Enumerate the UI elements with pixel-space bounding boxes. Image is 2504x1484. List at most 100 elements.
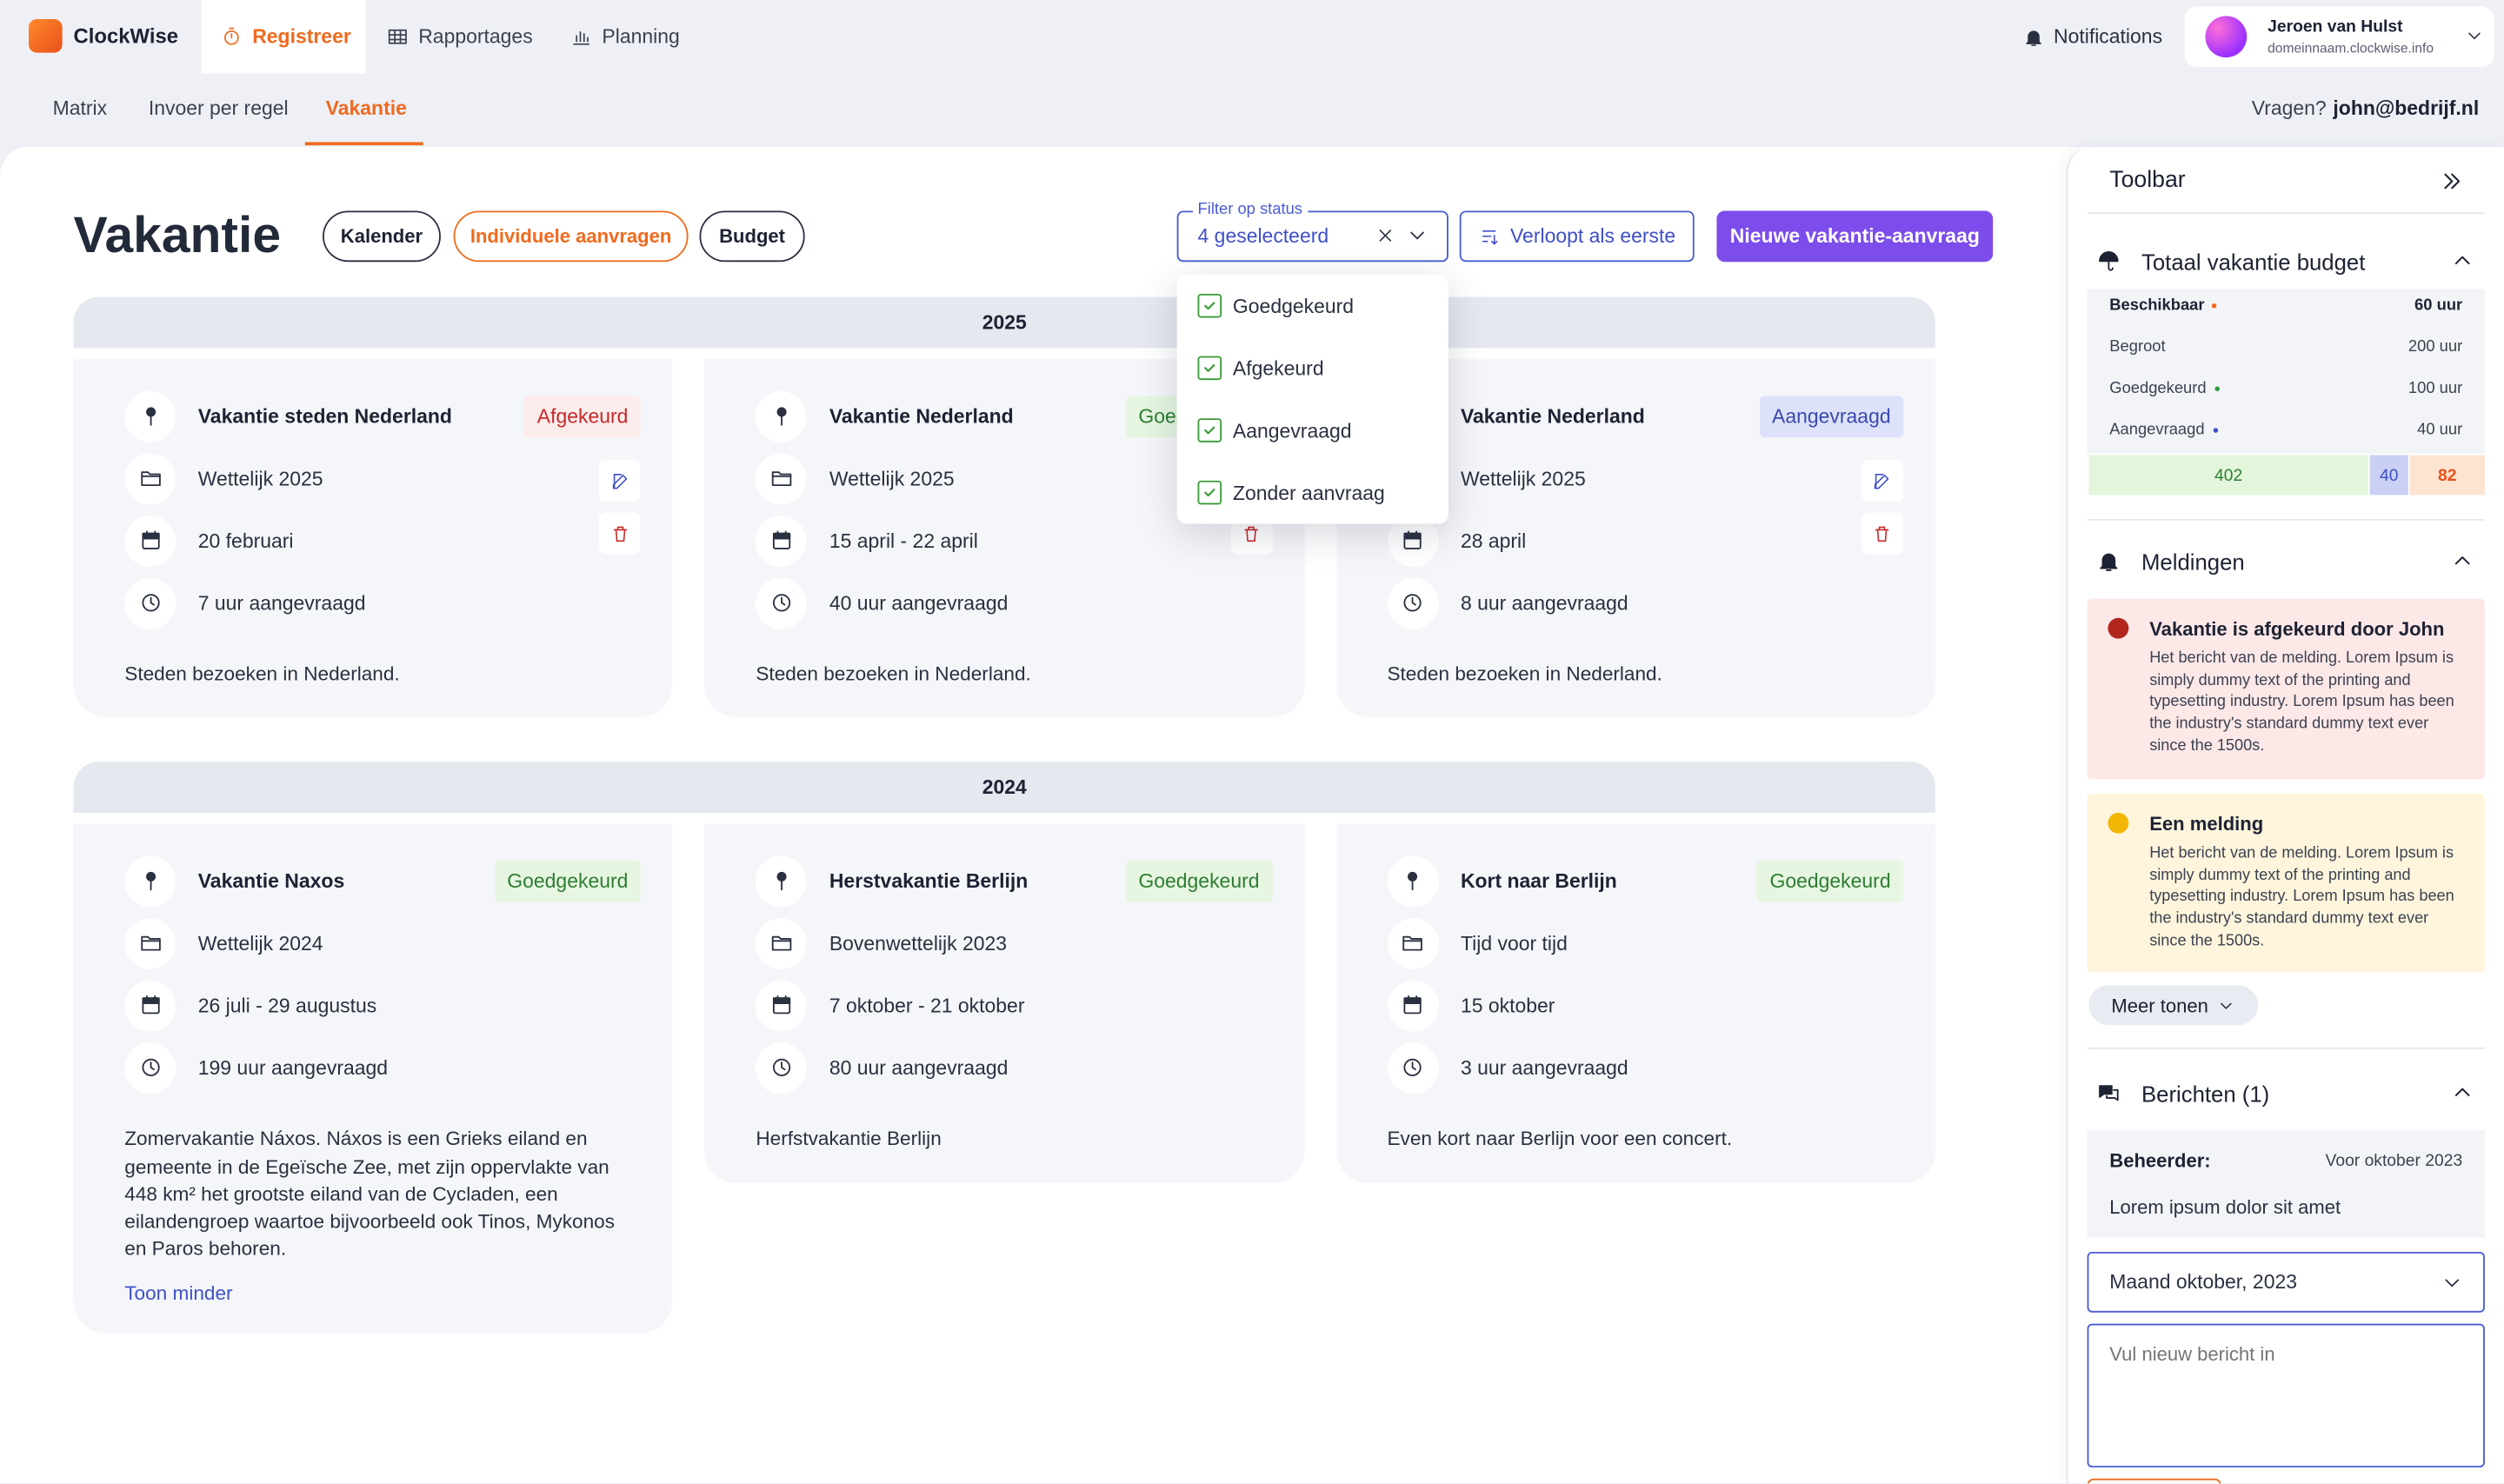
card-row-date: 7 oktober - 21 oktober	[756, 975, 1253, 1037]
icon-part	[141, 532, 159, 540]
icon-part	[1875, 473, 1885, 488]
sub-tab[interactable]: Matrix	[52, 97, 108, 120]
view-toggle[interactable]: Budget	[699, 210, 805, 263]
icon-part	[776, 872, 787, 891]
icon-part	[1403, 594, 1422, 612]
card-category: Wettelijk 2024	[197, 932, 323, 955]
section-toggle[interactable]	[2449, 248, 2474, 273]
icon-part	[780, 596, 786, 606]
icon-part	[2099, 1085, 2119, 1101]
edit-button[interactable]	[599, 459, 642, 502]
user-menu[interactable]: Jeroen van Hulst domeinnaam.clockwise.inf…	[2184, 6, 2494, 68]
user-chevron	[2464, 25, 2485, 46]
request-card: Kort naar Berlijn Tijd voor tijd 15 oktobe…	[1335, 824, 1936, 1183]
view-toggle[interactable]: Individuele aanvragen	[453, 210, 689, 263]
section-icon	[2097, 250, 2121, 274]
icon-part	[1403, 594, 1422, 612]
budget-dot	[2214, 386, 2220, 391]
filter-option[interactable]: Aangevraagd	[1177, 399, 1448, 462]
budget-label: Beschikbaar	[2109, 296, 2205, 315]
filter-value: 4 geselecteerd	[1197, 224, 1329, 248]
icon-part	[772, 594, 790, 612]
icon-part	[2468, 32, 2481, 40]
icon-part	[2444, 173, 2461, 190]
card-description: Steden bezoeken in Nederland.	[756, 662, 1031, 685]
message-input[interactable]	[2087, 1323, 2485, 1467]
nav-item[interactable]: Registreer	[220, 23, 351, 51]
request-card: Herstvakantie Berlijn Bovenwettelijk 2023…	[704, 824, 1304, 1183]
row-icon	[1387, 855, 1439, 907]
filter-clear[interactable]	[1375, 225, 1395, 246]
status-filter[interactable]: Filter op status 4 geselecteerd	[1176, 201, 1448, 263]
icon-part	[1875, 525, 1890, 542]
icon-part	[1403, 995, 1422, 1015]
sub-tab-underline	[304, 142, 423, 146]
new-request-button[interactable]: Nieuwe vakantie-aanvraag	[1716, 210, 1994, 263]
budget-bar-segment: 82	[2409, 455, 2485, 496]
icon-part	[776, 872, 787, 882]
year-header: 2024	[73, 762, 1936, 814]
icon-part	[780, 1061, 786, 1071]
toolbar-collapse[interactable]	[2439, 168, 2466, 195]
icon-part	[1403, 1059, 1422, 1077]
row-icon	[124, 576, 176, 629]
filter-option[interactable]: Goedgekeurd	[1177, 275, 1448, 337]
icon-part	[145, 872, 156, 891]
request-card: Vakantie Naxos Wettelijk 2024 26 juli - 29…	[73, 824, 673, 1334]
icon-part	[141, 530, 159, 549]
nav-item[interactable]: Rapportages	[386, 23, 533, 51]
request-card: Vakantie steden Nederland Wettelijk 2025 2…	[73, 359, 673, 718]
nav-label: Registreer	[252, 25, 351, 49]
icon-part	[771, 471, 791, 487]
card-category: Wettelijk 2025	[829, 467, 955, 489]
sub-tab[interactable]: Vakantie	[325, 97, 407, 120]
message-bg	[2087, 1130, 2485, 1238]
icon-part	[612, 473, 628, 489]
icon-part	[772, 530, 790, 549]
email[interactable]: john@bedrijf.nl	[2333, 97, 2480, 120]
page-title: Vakantie	[73, 205, 282, 264]
toggle-link[interactable]: Toon minder	[124, 1281, 233, 1305]
card-category: Wettelijk 2025	[197, 467, 323, 489]
logo-mark	[29, 19, 63, 53]
nav-item[interactable]: Planning	[570, 23, 680, 51]
card-row-title: Vakantie steden Nederland	[124, 385, 622, 448]
icon-part	[145, 872, 156, 882]
card-title: Vakantie Naxos	[197, 869, 345, 893]
icon-part	[1204, 426, 1215, 435]
edit-button[interactable]	[1861, 459, 1904, 502]
icon-part	[772, 1059, 790, 1077]
delete-button[interactable]	[599, 512, 642, 555]
icon-part	[145, 407, 156, 417]
month-select[interactable]: Maand oktober, 2023	[2087, 1251, 2485, 1313]
icon-part	[141, 594, 159, 612]
nav-label: Planning	[602, 25, 680, 49]
filter-option[interactable]: Zonder aanvraag	[1177, 462, 1448, 524]
row-icon	[756, 515, 808, 567]
row-icon	[756, 855, 808, 907]
card-date: 7 oktober - 21 oktober	[829, 994, 1025, 1017]
icon-part	[1875, 525, 1890, 542]
section-toggle[interactable]	[2449, 1080, 2474, 1105]
more-button[interactable]: Meer tonen	[2088, 985, 2259, 1026]
icon-part	[772, 995, 790, 1015]
budget-dot	[2212, 303, 2218, 309]
sort-button[interactable]: Verloopt als eerste	[1459, 210, 1695, 263]
filter-option[interactable]: Afgekeurd	[1177, 337, 1448, 400]
icon-part	[1482, 230, 1497, 244]
section-icon	[2097, 549, 2121, 574]
view-toggle[interactable]: Kalender	[323, 210, 441, 263]
row-icon	[124, 980, 176, 1032]
icon-part	[140, 936, 160, 952]
budget-row-value: 200 uur	[2407, 338, 2463, 356]
checkbox	[1197, 418, 1222, 443]
notifications[interactable]: Notifications	[2023, 23, 2162, 51]
sub-tab[interactable]: Invoer per regel	[148, 97, 289, 120]
message-date: Voor oktober 2023	[2325, 1151, 2463, 1171]
icon-part	[140, 936, 160, 952]
section-toggle[interactable]	[2449, 548, 2474, 573]
card-row-date: 15 april - 22 april	[756, 509, 1253, 572]
delete-button[interactable]	[1861, 512, 1904, 555]
